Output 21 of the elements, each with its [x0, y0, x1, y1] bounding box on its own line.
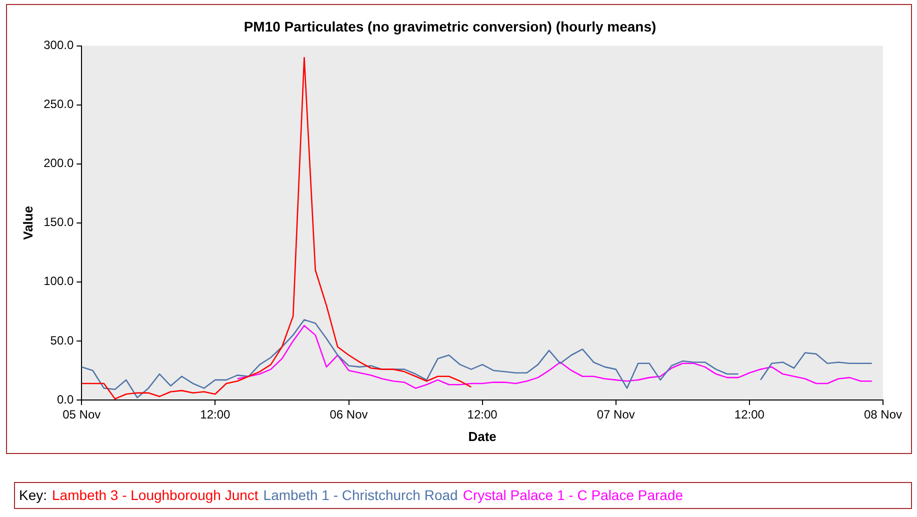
x-tick-label: 07 Nov [596, 408, 635, 422]
y-tick-label: 150.0 [44, 215, 74, 230]
x-tick-label: 12:00 [734, 408, 765, 422]
text: Lambeth 3 - Loughborough Junct [52, 487, 258, 503]
x-tick-label: 05 Nov [62, 408, 101, 422]
text: Lambeth 1 - Christchurch Road [263, 487, 458, 503]
y-tick-label: 300.0 [44, 38, 74, 52]
y-tick-label: 250.0 [44, 97, 74, 112]
y-tick-label: 200.0 [44, 156, 74, 170]
y-tick-label: 100.0 [44, 274, 74, 288]
x-tick-label: 08 Nov [864, 408, 902, 422]
x-tick-label: 12:00 [467, 408, 498, 422]
legend-title: Key: [19, 487, 48, 503]
chart-title: PM10 Particulates (no gravimetric conversion) (hourly means) [244, 18, 656, 34]
y-tick-label: 50.0 [50, 333, 74, 348]
x-tick-label: 06 Nov [330, 408, 368, 422]
text: Crystal Palace 1 - C Palace Parade [462, 487, 684, 503]
y-tick-label: 0.0 [56, 392, 74, 406]
x-axis-title: Date [468, 428, 496, 444]
y-axis-title: Value [20, 206, 36, 240]
x-tick-label: 12:00 [200, 408, 231, 422]
